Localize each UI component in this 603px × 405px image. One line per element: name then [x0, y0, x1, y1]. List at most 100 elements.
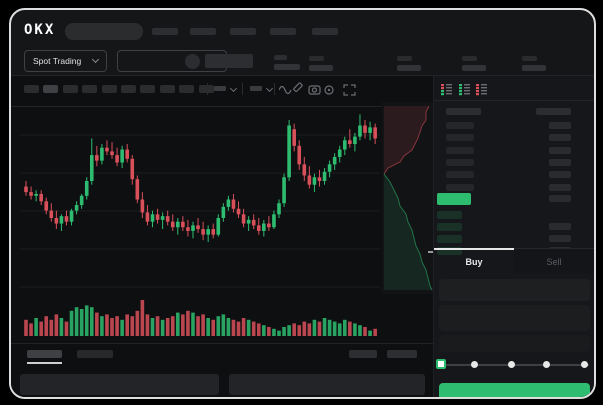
candle-body	[39, 193, 43, 202]
bottom-panel[interactable]	[20, 374, 219, 395]
nav-item-placeholder[interactable]	[190, 28, 216, 35]
volume-bar	[241, 318, 246, 336]
volume-bar	[368, 330, 372, 336]
candle-body	[348, 140, 352, 144]
candle-body	[34, 193, 38, 196]
timeframe-pill[interactable]	[179, 85, 195, 93]
candlestick-chart[interactable]	[20, 98, 380, 348]
candle-body	[241, 214, 246, 224]
volume-bar	[64, 321, 69, 336]
candle-body	[125, 149, 129, 159]
bid-price-placeholder[interactable]	[437, 211, 462, 219]
slider-stop[interactable]	[543, 361, 550, 368]
candle-body	[297, 145, 302, 165]
ask-price-placeholder[interactable]	[446, 134, 474, 142]
chevron-down-icon	[265, 84, 274, 93]
slider-stop[interactable]	[471, 361, 478, 368]
depth-chart[interactable]	[382, 98, 434, 348]
candle-body	[100, 147, 104, 161]
price-input[interactable]	[439, 279, 590, 301]
indicator-dropdown-label[interactable]	[214, 86, 226, 91]
buy-submit-button[interactable]	[439, 383, 590, 397]
indicator-dropdown-label[interactable]	[250, 86, 262, 91]
volume-bar	[110, 318, 114, 336]
candle-body	[150, 214, 155, 222]
timeframe-pill[interactable]	[43, 85, 59, 93]
slider-stop[interactable]	[508, 361, 515, 368]
nav-item-placeholder[interactable]	[230, 28, 256, 35]
ask-amount-placeholder	[549, 183, 571, 191]
timeframe-pill[interactable]	[198, 85, 214, 93]
slider-track[interactable]	[441, 364, 589, 366]
volume-bar	[59, 318, 64, 336]
volume-bar	[89, 307, 94, 336]
volume-bar	[120, 319, 124, 336]
ask-price-placeholder[interactable]	[446, 158, 474, 166]
volume-bar	[256, 323, 261, 336]
book-combined-icon[interactable]	[440, 83, 453, 96]
bottom-divider	[11, 343, 433, 344]
ask-price-placeholder[interactable]	[446, 171, 474, 179]
timeframe-pill[interactable]	[82, 85, 98, 93]
timeframe-pill[interactable]	[24, 85, 39, 93]
candle-body	[226, 199, 231, 207]
candle-body	[282, 177, 286, 204]
percent-slider[interactable]	[434, 358, 594, 372]
candle-body	[170, 221, 175, 228]
toolbar-separator	[207, 83, 208, 95]
bid-price-placeholder[interactable]	[437, 223, 462, 231]
slider-stop[interactable]	[581, 361, 588, 368]
bottom-tab[interactable]	[77, 350, 113, 358]
candle-body	[64, 216, 69, 222]
market-type-dropdown[interactable]: Spot Trading	[24, 50, 107, 72]
bottom-panel[interactable]	[229, 374, 425, 395]
bid-price-placeholder[interactable]	[437, 247, 462, 255]
timeframe-pill[interactable]	[101, 85, 117, 93]
timeframe-pill[interactable]	[121, 85, 136, 93]
ask-price-placeholder[interactable]	[446, 122, 474, 129]
book-asks-icon[interactable]	[475, 83, 488, 96]
volume-bar	[29, 323, 33, 336]
candle-body	[236, 208, 241, 215]
tab-buy[interactable]: Buy	[434, 248, 514, 274]
orderbook-header-amount	[536, 108, 571, 115]
slider-handle[interactable]	[436, 359, 446, 369]
ask-amount-placeholder	[549, 158, 571, 166]
ask-price-placeholder[interactable]	[446, 146, 474, 154]
book-bids-icon[interactable]	[458, 83, 471, 96]
timeframe-pill[interactable]	[140, 85, 156, 93]
volume-bar	[322, 318, 327, 336]
amount-input[interactable]	[439, 305, 590, 331]
bottom-tab-active[interactable]	[27, 350, 62, 358]
tab-sell[interactable]: Sell	[514, 248, 594, 274]
timeframe-pill[interactable]	[62, 85, 78, 93]
candle-body	[115, 155, 119, 163]
volume-bar	[160, 319, 165, 336]
search-input[interactable]	[65, 23, 143, 40]
candle-body	[191, 225, 195, 231]
candle-body	[29, 192, 33, 196]
bottom-action-placeholder[interactable]	[349, 350, 377, 358]
candle-body	[79, 195, 84, 206]
coin-avatar	[185, 54, 200, 69]
ask-price-placeholder[interactable]	[446, 183, 474, 191]
orderbook-toolbar-divider	[434, 100, 594, 101]
nav-item-placeholder[interactable]	[270, 28, 296, 35]
current-price-bar[interactable]	[437, 193, 471, 205]
bid-price-placeholder[interactable]	[437, 235, 462, 243]
candle-body	[322, 171, 327, 181]
ask-amount-placeholder	[549, 171, 571, 179]
candle-body	[74, 205, 79, 211]
bottom-action-placeholder[interactable]	[387, 350, 417, 358]
depth-bids-area	[384, 174, 432, 290]
total-input[interactable]	[439, 335, 590, 352]
volume-bar	[327, 319, 332, 336]
nav-item-placeholder[interactable]	[312, 28, 338, 35]
volume-bar	[165, 318, 170, 336]
volume-bar	[373, 328, 377, 336]
volume-bar	[231, 319, 236, 336]
timeframe-pill[interactable]	[159, 85, 175, 93]
nav-item-placeholder[interactable]	[152, 28, 178, 35]
volume-bar	[95, 312, 99, 336]
candle-body	[327, 164, 332, 172]
